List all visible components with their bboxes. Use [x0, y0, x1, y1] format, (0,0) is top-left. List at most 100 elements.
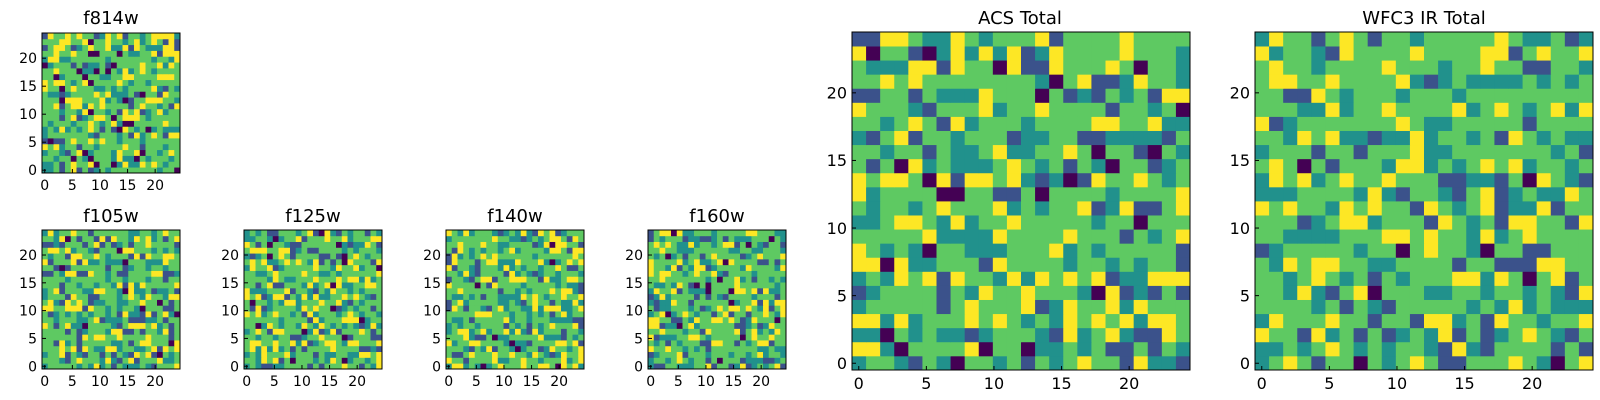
heatmap-cell	[341, 241, 348, 248]
heatmap-cell	[157, 351, 164, 358]
heatmap-cell	[543, 241, 550, 248]
heatmap-cell	[950, 46, 966, 61]
heatmap-cell	[65, 44, 72, 51]
heatmap-cell	[1175, 257, 1191, 272]
heatmap-cell	[65, 132, 72, 139]
heatmap-cell	[284, 253, 291, 260]
heatmap-cell	[53, 68, 60, 75]
heatmap-cell	[1105, 60, 1120, 75]
heatmap-cell	[711, 322, 718, 329]
heatmap-cell	[768, 340, 775, 347]
heatmap-cell	[82, 73, 89, 81]
heatmap-cell	[908, 341, 923, 357]
heatmap-cell	[1536, 60, 1552, 75]
heatmap-cell	[168, 287, 175, 295]
heatmap-cell	[1049, 257, 1064, 272]
heatmap-cell	[1269, 271, 1284, 286]
heatmap-cell	[549, 282, 556, 289]
y-tick-label: 15	[19, 276, 37, 292]
heatmap-cell	[1006, 299, 1022, 315]
heatmap-cell	[255, 299, 262, 306]
heatmap-cell	[295, 264, 302, 271]
heatmap-cell	[1550, 327, 1566, 343]
heatmap-cell	[763, 345, 770, 353]
heatmap-cell	[93, 155, 100, 162]
heatmap-cell	[134, 138, 141, 145]
heatmap-cell	[99, 167, 106, 174]
heatmap-cell	[174, 85, 181, 92]
x-tick-label: 20	[1119, 374, 1139, 393]
heatmap-cell	[1494, 327, 1509, 343]
heatmap-cell	[469, 287, 476, 295]
heatmap-cell	[722, 363, 729, 370]
heatmap-cell	[70, 311, 77, 318]
heatmap-cell	[99, 68, 106, 75]
heatmap-cell	[139, 270, 146, 277]
heatmap-cell	[139, 73, 146, 81]
heatmap-cell	[295, 316, 302, 324]
heatmap-cell	[538, 311, 545, 318]
heatmap-cell	[1353, 285, 1369, 300]
heatmap-cell	[1021, 341, 1036, 357]
heatmap-cell	[244, 282, 251, 289]
heatmap-cell	[1133, 243, 1149, 258]
heatmap-cell	[1395, 229, 1411, 244]
heatmap-cell	[93, 247, 100, 254]
heatmap-cell	[174, 258, 181, 266]
heatmap-cell	[359, 253, 366, 260]
heatmap-cell	[99, 316, 106, 324]
heatmap-cell	[42, 253, 49, 260]
heatmap-cell	[486, 282, 493, 289]
heatmap-cell	[566, 247, 573, 254]
heatmap-cell	[688, 299, 695, 306]
heatmap-cell	[1480, 341, 1495, 357]
heatmap-cell	[665, 253, 672, 260]
heatmap-cell	[1339, 102, 1354, 117]
heatmap-cell	[99, 62, 106, 69]
heatmap-cell	[1269, 46, 1284, 61]
heatmap-cell	[745, 316, 752, 324]
heatmap-cells	[244, 230, 383, 370]
heatmap-cell	[370, 270, 377, 277]
heatmap-cell	[1409, 116, 1425, 131]
heatmap-cell	[174, 363, 181, 370]
heatmap-cell	[520, 357, 527, 364]
heatmap-cell	[174, 73, 181, 81]
heatmap-cell	[47, 120, 54, 127]
heatmap-cell	[1381, 243, 1397, 258]
heatmap-cell	[65, 97, 72, 104]
heatmap-cell	[763, 363, 770, 370]
heatmap-cell	[757, 282, 764, 289]
heatmap-cell	[566, 299, 573, 306]
heatmap-cell	[174, 305, 181, 312]
heatmap-cell	[1564, 285, 1580, 300]
heatmap-cell	[111, 230, 118, 237]
heatmap-cell	[347, 270, 354, 277]
heatmap-cell	[763, 322, 770, 329]
heatmap-cell	[116, 38, 123, 46]
heatmap-cell	[543, 282, 550, 289]
heatmap-cell	[1161, 299, 1177, 315]
heatmap-cell	[1105, 116, 1120, 131]
plot-frame	[1254, 31, 1594, 371]
x-tick-label: 0	[444, 374, 453, 390]
heatmap-cell	[676, 316, 683, 324]
heatmap-cell	[272, 235, 279, 242]
heatmap-cell	[852, 243, 867, 258]
heatmap-cell	[59, 258, 66, 266]
heatmap-cell	[671, 287, 678, 295]
heatmap-cell	[42, 258, 49, 266]
heatmap-cell	[162, 56, 169, 63]
heatmap-cell	[295, 258, 302, 266]
heatmap-cell	[162, 311, 169, 318]
heatmap-cell	[278, 351, 285, 358]
heatmap-cell	[671, 351, 678, 358]
heatmap-cell	[174, 247, 181, 254]
heatmap-cell	[1339, 271, 1354, 286]
heatmap-cell	[162, 38, 169, 46]
heatmap-cell	[1578, 327, 1594, 343]
heatmap-cell	[1381, 229, 1397, 244]
heatmap-cell	[295, 357, 302, 364]
heatmap-cell	[47, 50, 54, 57]
heatmap-cell	[497, 305, 504, 312]
